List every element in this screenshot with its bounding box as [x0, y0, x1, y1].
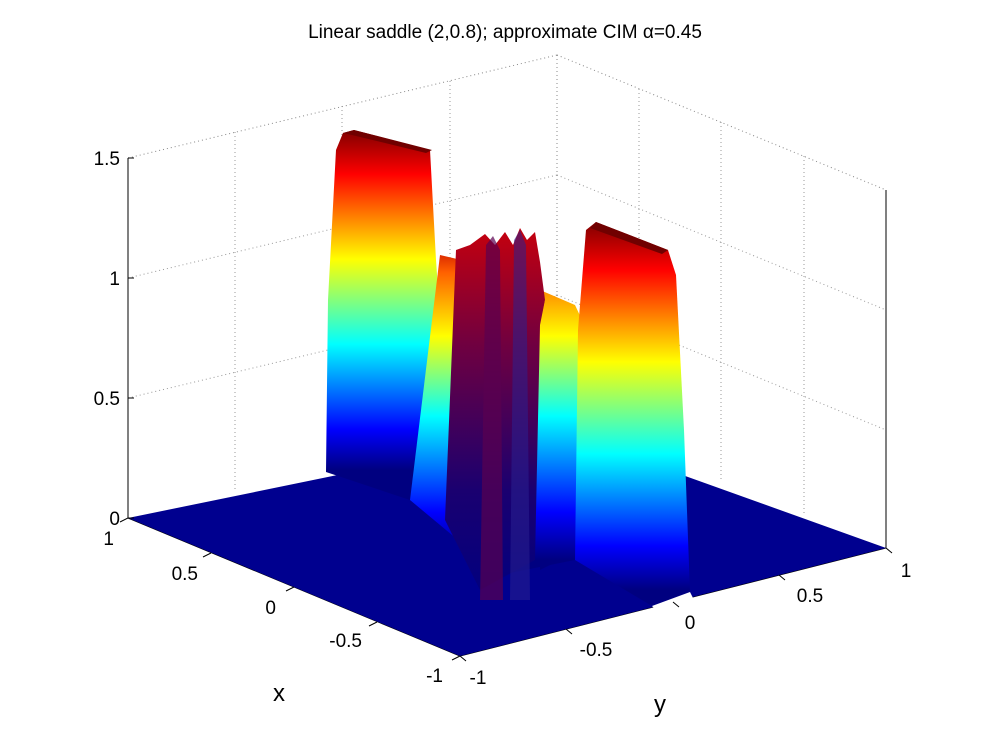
y-tick-label: 0.5 — [797, 586, 823, 607]
right-ridge — [575, 222, 690, 606]
y-tick-label: 0 — [685, 613, 696, 634]
y-tick-label: 1 — [901, 561, 912, 582]
x-tick-label: -0.5 — [329, 631, 362, 652]
x-tick-label: 0 — [265, 598, 276, 619]
x-axis-label: x — [273, 680, 285, 707]
z-tick-label: 0 — [109, 509, 120, 530]
x-tick-labels: 1 0.5 0 -0.5 -1 — [103, 529, 443, 687]
z-tick-label: 1.5 — [94, 149, 120, 170]
left-ridge — [326, 130, 447, 500]
y-axis-label: y — [654, 691, 666, 718]
z-tick-label: 1 — [109, 269, 120, 290]
z-tick-labels: 0 0.5 1 1.5 — [94, 149, 120, 530]
tick-marks — [119, 157, 893, 662]
floor-gap — [652, 592, 694, 610]
chart-title: Linear saddle (2,0.8); approximate CIM α… — [308, 22, 702, 43]
y-tick-label: -1 — [470, 668, 487, 689]
x-tick-label: 1 — [103, 529, 114, 550]
x-tick-label: -1 — [426, 666, 443, 687]
center-ridge — [445, 228, 560, 600]
y-tick-label: -0.5 — [580, 640, 613, 661]
z-tick-label: 0.5 — [94, 389, 120, 410]
x-tick-label: 0.5 — [172, 564, 198, 585]
y-tick-labels: -1 -0.5 0 0.5 1 — [470, 561, 912, 689]
